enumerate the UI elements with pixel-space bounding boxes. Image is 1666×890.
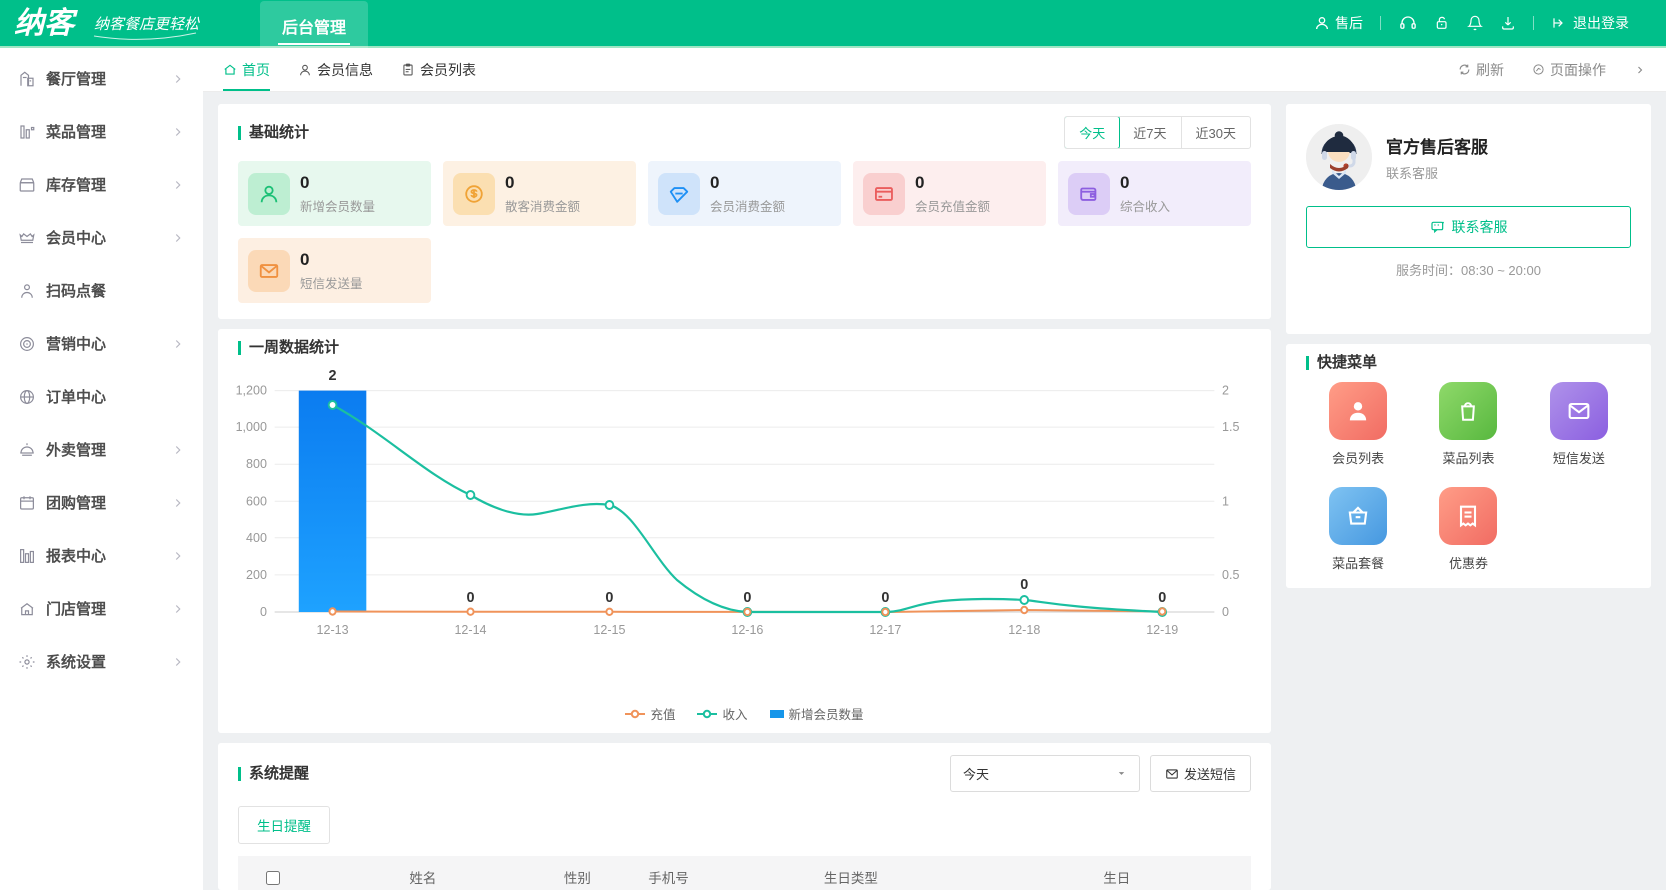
- svg-text:12-15: 12-15: [593, 622, 625, 637]
- svg-text:0.5: 0.5: [1222, 567, 1239, 582]
- svg-text:0: 0: [466, 590, 474, 606]
- svg-text:400: 400: [246, 530, 267, 545]
- svg-text:0: 0: [1222, 604, 1229, 619]
- svg-text:1.5: 1.5: [1222, 419, 1239, 434]
- svg-text:12-18: 12-18: [1008, 622, 1040, 637]
- svg-text:0: 0: [743, 590, 751, 606]
- svg-text:12-14: 12-14: [454, 622, 486, 637]
- svg-text:1,200: 1,200: [236, 383, 267, 398]
- svg-text:1,000: 1,000: [236, 419, 267, 434]
- svg-text:200: 200: [246, 567, 267, 582]
- svg-text:12-16: 12-16: [731, 622, 763, 637]
- svg-text:2: 2: [1222, 383, 1229, 398]
- svg-text:0: 0: [1158, 590, 1166, 606]
- svg-text:纳客: 纳客: [14, 6, 78, 40]
- svg-text:12-19: 12-19: [1146, 622, 1178, 637]
- svg-text:12-17: 12-17: [869, 622, 901, 637]
- svg-text:800: 800: [246, 456, 267, 471]
- svg-text:0: 0: [605, 590, 613, 606]
- svg-text:600: 600: [246, 493, 267, 508]
- svg-text:0: 0: [881, 590, 889, 606]
- svg-text:1: 1: [1222, 493, 1229, 508]
- svg-text:12-13: 12-13: [317, 622, 349, 637]
- svg-text:纳客餐店更轻松: 纳客餐店更轻松: [94, 16, 201, 33]
- svg-text:2: 2: [329, 368, 337, 384]
- svg-text:0: 0: [260, 604, 267, 619]
- svg-text:0: 0: [1020, 577, 1028, 593]
